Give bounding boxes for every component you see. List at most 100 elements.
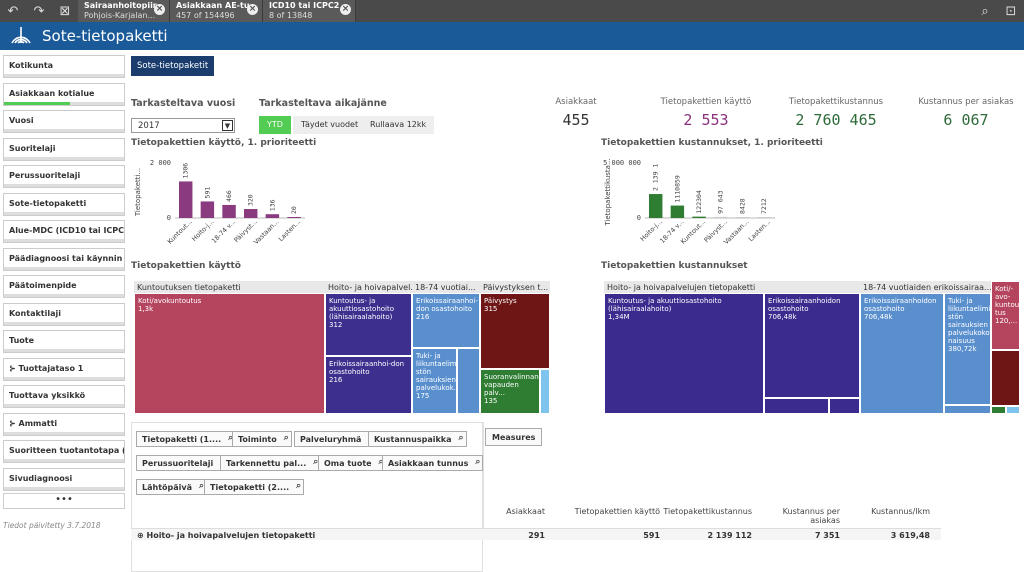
column-header[interactable]: Kustannus per asiakas [782,507,840,525]
filter-chip[interactable]: Tietopaketti (2.... ⌕ [204,479,305,495]
sidebar-filter-2[interactable]: Vuosi [3,110,125,133]
close-icon[interactable]: × [340,4,351,15]
year-dropdown[interactable]: 2017 ▼ [131,118,235,133]
sidebar-filter-15[interactable]: Sivudiagnoosi [3,467,125,491]
treemap-cell[interactable]: Erikoissairaanhoidon osastohoito 706,48k [860,293,944,414]
selection-state-bar [4,156,124,160]
close-icon[interactable]: × [154,4,165,15]
selection-state-bar [4,101,124,105]
filter-chip[interactable]: Lähtöpäivä ⌕ [136,479,207,495]
sidebar-filter-12[interactable]: Tuottava yksikkö [3,385,125,408]
treemap-cell[interactable] [944,405,991,414]
column-header[interactable]: Kustannus/lkm [871,507,930,516]
treemap-cell[interactable]: Tuki- ja liikuntaelimi-stön sairauksien … [412,348,457,414]
filter-chip[interactable]: Toiminto ⌕ [232,431,292,447]
cost-treemap[interactable]: Hoito- ja hoivapalvelujen tietopaketti 1… [604,281,1020,414]
selection-chip-sairaanhoitopiiri[interactable]: Sairaanhoitopiir... Pohjois-Karjalan... … [78,0,170,22]
data-label: 1110859 [673,175,681,202]
search-icon[interactable]: ⌕ [458,433,464,443]
sidebar-filter-14[interactable]: Suoritteen tuotantotapa (o... [3,440,125,463]
treemap-cell[interactable] [991,350,1020,406]
clear-selections-icon[interactable]: ⊠ [59,3,71,19]
treemap-cell[interactable] [764,398,829,414]
column-header[interactable]: Tietopakettikustannus [663,507,752,516]
treemap-cell[interactable]: Päivystys 315 [480,293,550,369]
search-icon[interactable]: ⌕ [313,457,319,467]
filter-chip[interactable]: Perussuoritelaji⌕ [136,455,229,471]
selection-chip-asiakkaan-ae[interactable]: Asiakkaan AE-tu... 457 of 154496 × [170,0,263,22]
selections-tool-icon[interactable]: ⊡ [1005,3,1017,19]
sidebar-filter-11[interactable]: ⊱ Tuottajataso 1 [3,357,125,381]
table-row[interactable]: ⊕ Hoito- ja hoivapalvelujen tietopaketti… [131,528,941,540]
kpi-asiakkaat: Asiakkaat 455 [541,97,611,129]
usage-bar-chart[interactable]: Tietopaketti...2 00001306Kuntout...591Ho… [131,152,331,254]
y-axis-label: Tietopaketti... [134,168,142,217]
sidebar-filter-7[interactable]: Päädiagnoosi tai käynnin syy [3,247,125,271]
sidebar-filter-9[interactable]: Kontaktilaji [3,302,125,326]
treemap-cell[interactable]: Erikoissairaanhoi-don osastohoito 216 [412,293,480,348]
sidebar-filter-6[interactable]: Alue-MDC (ICD10 tai ICPC2) [3,220,125,243]
treemap-cell[interactable] [540,369,550,414]
expand-icon[interactable]: ⊕ [137,531,144,540]
sidebar-filter-5[interactable]: Sote-tietopaketti [3,192,125,216]
search-icon[interactable]: ⌕ [228,433,234,443]
treemap-cell[interactable]: Koti/-avo-kuntou-tus 120,... [991,281,1020,350]
sidebar-filter-13[interactable]: ⊱ Ammatti [3,412,125,436]
treemap-cell[interactable]: Kuntoutus- ja akuuttiosastohoito (lähisa… [325,293,412,356]
sidebar-filter-4[interactable]: Perussuoritelaji [3,165,125,188]
sidebar-filter-8[interactable]: Päätoimenpide [3,275,125,298]
year-label: Tarkasteltava vuosi [131,98,236,109]
search-icon[interactable]: ⌕ [379,457,384,467]
sidebar-filter-10[interactable]: Tuote [3,330,125,353]
search-icon[interactable]: ⌕ [296,481,302,491]
table-cell: 291 [528,531,545,540]
treemap-cell[interactable]: Koti/avokuntoutus 1,3k [134,293,325,414]
treemap-cell[interactable] [457,348,480,414]
treemap-cell[interactable] [829,398,860,414]
usage-treemap[interactable]: Kuntoutuksen tietopaketti Hoito- ja hoiv… [134,281,550,414]
sidebar-more-button[interactable]: ••• [3,493,125,509]
filter-chip[interactable]: Oma tuote⌕ [318,455,387,471]
search-icon[interactable]: ⌕ [981,3,989,19]
measures-button[interactable]: Measures [485,428,543,446]
category-label: Lasten... [747,218,772,243]
filter-chip[interactable]: Tarkennettu pal... ⌕ [220,455,322,471]
sidebar-filter-1[interactable]: Asiakkaan kotialue [3,82,125,106]
treemap-cell[interactable]: Erikoissairaanhoidon osastohoito 706,48k [764,293,860,398]
search-icon[interactable]: ⌕ [475,457,481,467]
sidebar-filter-0[interactable]: Kotikunta [3,55,125,78]
sidebar-filter-3[interactable]: Suoritelaji [3,137,125,161]
kpi-value: 2 553 [683,111,729,129]
treemap-cell[interactable]: Suoranvalinnan-vapauden palv... 135 [480,369,540,414]
period-full-years-button[interactable]: Täydet vuodet [293,116,367,134]
selection-chip-icd10[interactable]: ICD10 tai ICPC2 8 of 13848 × [263,0,356,22]
treemap-cell[interactable] [1006,406,1020,414]
treemap-cell[interactable]: Tuki- ja liikuntaelimi-stön sairauksien … [944,293,991,405]
filter-chip[interactable]: Palveluryhmä⌕ [294,431,377,447]
column-header[interactable]: Asiakkaat [506,507,545,516]
kpi-value: 455 [562,111,590,129]
search-icon[interactable]: ⌕ [198,481,204,491]
back-icon[interactable]: ↶ [7,3,19,19]
selection-state-bar [4,486,124,490]
filter-chip[interactable]: Kustannuspaikka ⌕ [368,431,467,447]
treemap-cell[interactable]: Kuntoutus- ja akuuttiosastohoito (lähisa… [604,293,764,414]
bar [757,217,771,218]
kpi-value: 6 067 [943,111,989,129]
period-rolling-button[interactable]: Rullaava 12kk [362,116,435,134]
bar [287,217,301,218]
period-ytd-button[interactable]: YTD [259,116,291,134]
y-axis-label: Tietopakettikusta... [604,158,612,226]
filter-chip[interactable]: Asiakkaan tunnus ⌕ [382,455,484,471]
close-icon[interactable]: × [247,4,258,15]
forward-icon[interactable]: ↷ [33,3,45,19]
tab-sote-tietopaketit[interactable]: Sote-tietopaketit [131,56,215,76]
column-header[interactable]: Tietopakettien käyttö [574,507,660,516]
filter-chip[interactable]: Tietopaketti (1.... ⌕ [136,431,237,447]
search-icon[interactable]: ⌕ [283,433,289,443]
chart-right-title: Tietopakettien kustannukset, 1. priorite… [601,138,823,148]
treemap-cell[interactable]: Erikoissairaanhoi-don osastohoito 216 [325,356,412,414]
treemap-cell[interactable] [991,406,1006,414]
hierarchy-icon: ⊱ [9,418,19,428]
